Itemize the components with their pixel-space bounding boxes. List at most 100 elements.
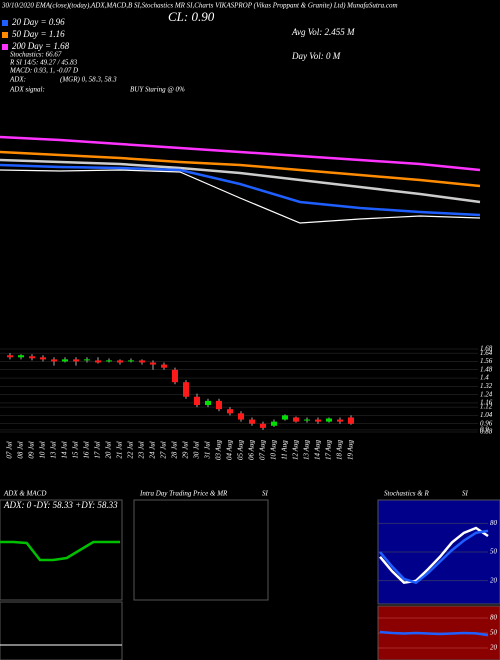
y-tick-label: 0.88 [480, 428, 493, 436]
candle-body [172, 369, 178, 383]
avg-vol: Avg Vol: 2.455 M [291, 27, 355, 37]
series-line [0, 163, 481, 217]
x-tick-label: 06 Aug [248, 440, 256, 460]
x-tick-label: 20 Jul [105, 441, 113, 458]
x-tick-label: 12 Aug [292, 440, 300, 460]
candle-body [62, 359, 68, 362]
candle-body [7, 355, 13, 358]
y-tick-label: 0.9 [480, 426, 489, 434]
candle-body [95, 360, 101, 363]
candle-body [238, 413, 244, 420]
legend-label: 50 Day = 1.16 [12, 29, 65, 39]
series-line [379, 526, 489, 585]
x-tick-label: 18 Aug [336, 440, 344, 460]
candle-body [260, 423, 266, 428]
candle-body [227, 409, 233, 414]
series-line [0, 158, 481, 204]
series-line [0, 540, 120, 562]
series-line [379, 630, 489, 637]
y-tick-label: 1.12 [480, 403, 493, 411]
x-tick-label: 11 Aug [281, 440, 289, 460]
close: CL: 0.90 [168, 9, 215, 24]
series-line [0, 169, 481, 224]
y-tick-label: 1.24 [480, 390, 493, 398]
panel-title: ADX & MACD [3, 490, 46, 498]
y-tick-label: 1.16 [480, 399, 493, 407]
candle-body [282, 415, 288, 420]
adx: ADX: [9, 76, 26, 84]
legend-label: 200 Day = 1.68 [12, 41, 70, 51]
x-tick-label: 03 Aug [215, 440, 223, 460]
candle-body [249, 419, 255, 424]
candle-body [337, 419, 343, 422]
candle-body [150, 362, 156, 365]
candle-body [29, 356, 35, 359]
candle-body [293, 417, 299, 422]
x-tick-label: 08 Jul [17, 441, 25, 458]
candle-body [73, 359, 79, 362]
x-tick-label: 31 Jul [204, 441, 212, 459]
x-tick-label: 04 Aug [226, 440, 234, 460]
top-line: 30/10/2020 EMA(close)(today),ADX,MACD,B … [1, 2, 398, 10]
x-tick-label: 30 Jul [193, 441, 201, 459]
x-tick-label: 19 Aug [347, 440, 355, 460]
y-tick-label: 1.68 [480, 345, 493, 353]
candle-body [304, 419, 310, 421]
x-tick-label: 17 Aug [325, 440, 333, 460]
candle-body [194, 396, 200, 406]
legend-swatch [2, 32, 8, 38]
y-tick-label: 0.96 [480, 419, 493, 427]
candle-body [205, 400, 211, 406]
series-line [0, 135, 481, 172]
y-tick-label: 1.64 [480, 349, 493, 357]
x-tick-label: 13 Aug [303, 440, 311, 460]
y-tick-label: 1.56 [480, 357, 493, 365]
x-tick-label: 09 Jul [28, 441, 36, 458]
stat: R SI 14/5: 49.27 / 45.83 [9, 59, 78, 67]
y-tick-label: 80 [490, 519, 498, 527]
candle-body [117, 360, 123, 363]
candle-body [183, 382, 189, 397]
series-line [0, 150, 481, 188]
candle-body [106, 360, 112, 362]
x-tick-label: 07 Jul [6, 441, 14, 458]
y-tick-label: 1.48 [480, 365, 493, 373]
legend-swatch [2, 44, 8, 50]
panel-title: Intra Day Trading Price & MR [139, 490, 228, 498]
candle-body [326, 418, 332, 422]
candle-body [216, 400, 222, 410]
day-vol: Day Vol: 0 M [291, 51, 341, 61]
x-tick-label: 24 Jul [149, 441, 157, 458]
adx-signal: BUY Staring @ 0% [130, 86, 185, 94]
x-tick-label: 28 Jul [171, 441, 179, 458]
x-tick-label: 16 Jul [83, 441, 91, 458]
series-line [379, 529, 489, 585]
panel [0, 601, 123, 660]
candle-body [18, 355, 24, 358]
panel-title: SI [262, 490, 269, 498]
y-tick-label: 1.4 [480, 374, 489, 382]
candle-body [40, 357, 46, 360]
y-tick-label: 80 [490, 614, 498, 622]
candle-body [128, 360, 134, 362]
candle-body [84, 359, 90, 361]
candle-body [161, 364, 167, 368]
candle-body [271, 421, 277, 426]
stat: MACD: 0.93, 1, -0.07 D [9, 67, 78, 75]
candle-body [51, 359, 57, 362]
x-tick-label: 17 Jul [94, 441, 102, 458]
x-tick-label: 21 Jul [116, 441, 124, 458]
x-tick-label: 13 Jul [50, 441, 58, 458]
x-tick-label: 14 Jul [61, 441, 69, 458]
panel-title: SI [462, 490, 469, 498]
legend-swatch [2, 20, 8, 26]
y-tick-label: 1.32 [480, 382, 493, 390]
x-tick-label: 14 Aug [314, 440, 322, 460]
adx-signal: ADX signal: [9, 86, 45, 94]
y-tick-label: 1.04 [480, 411, 493, 419]
y-tick-label: 50 [490, 548, 498, 556]
legend-label: 20 Day = 0.96 [12, 17, 65, 27]
y-tick-label: 20 [490, 644, 498, 652]
x-tick-label: 15 Jul [72, 441, 80, 458]
